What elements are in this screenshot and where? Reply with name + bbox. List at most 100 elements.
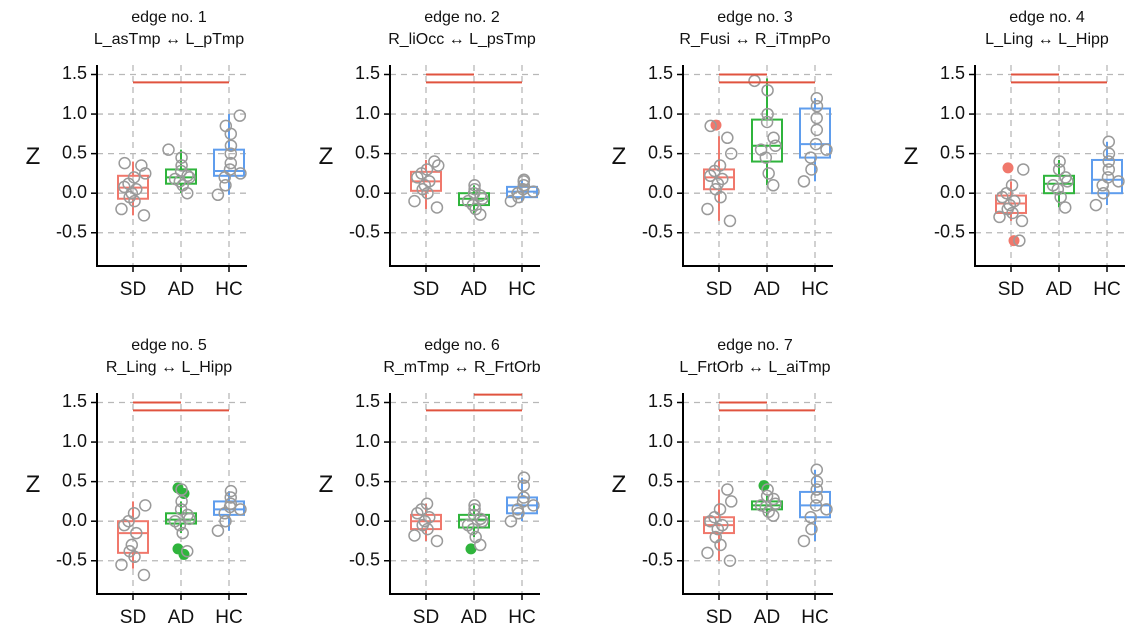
point	[1096, 179, 1109, 192]
y-tick-label: 0.0	[355, 510, 380, 530]
point	[461, 518, 475, 532]
x-tick-label: HC	[801, 279, 828, 300]
point	[810, 99, 824, 113]
point	[1102, 135, 1116, 149]
point	[762, 167, 775, 180]
point	[1015, 214, 1029, 228]
x-tick-label: HC	[508, 607, 535, 628]
point	[175, 151, 188, 164]
y-axis-label: Z	[26, 143, 41, 170]
point	[468, 503, 481, 516]
chart-subtitle: L_FrtOrb ↔ L_aiTmp	[679, 359, 830, 376]
point	[139, 499, 152, 512]
point	[123, 545, 136, 558]
y-axis-label: Z	[612, 471, 627, 498]
point	[805, 522, 818, 536]
point	[704, 119, 717, 133]
y-axis-label: Z	[319, 471, 334, 498]
point	[711, 522, 725, 536]
point	[754, 499, 768, 512]
point	[418, 514, 432, 528]
point	[423, 175, 436, 188]
y-tick-label: 0.0	[62, 510, 87, 530]
point	[233, 109, 247, 122]
point	[1101, 171, 1115, 184]
chart-subtitle: L_asTmp ↔ L_pTmp	[94, 31, 244, 48]
chart-subtitle: R_Ling ↔ L_Hipp	[106, 359, 232, 376]
chart-title: edge no. 6	[424, 337, 500, 354]
point	[1052, 163, 1066, 176]
point	[115, 202, 128, 216]
point	[118, 518, 131, 532]
point	[517, 179, 531, 192]
y-tick-label: 0.0	[648, 182, 673, 202]
y-tick-label: 1.0	[648, 103, 673, 123]
y-tick-label: 0.0	[648, 510, 673, 530]
point	[725, 147, 738, 160]
x-tick-label: SD	[706, 607, 732, 628]
x-tick-label: AD	[168, 607, 194, 628]
point	[175, 495, 188, 508]
chart-subtitle: R_mTmp ↔ R_FrtOrb	[383, 359, 540, 376]
point	[183, 171, 196, 184]
x-tick-label: AD	[754, 607, 780, 628]
point	[127, 507, 141, 520]
point	[723, 214, 737, 228]
x-tick-label: AD	[1046, 279, 1072, 300]
outlier	[1002, 162, 1014, 174]
point	[224, 497, 238, 511]
point	[467, 186, 481, 200]
point	[1059, 171, 1072, 184]
point	[820, 503, 833, 516]
x-tick-label: HC	[801, 607, 828, 628]
point	[224, 127, 238, 141]
y-tick-label: 0.5	[648, 142, 673, 162]
point	[1008, 194, 1021, 208]
point	[797, 534, 811, 548]
y-tick-label: 1.5	[62, 391, 87, 411]
point	[804, 151, 817, 164]
point	[135, 159, 148, 172]
point	[162, 143, 175, 156]
y-tick-label: 1.5	[648, 63, 673, 83]
point	[1046, 179, 1060, 192]
point	[810, 483, 823, 496]
point	[224, 147, 237, 160]
point	[224, 156, 238, 170]
point	[411, 171, 424, 184]
point	[1102, 155, 1115, 168]
point	[420, 497, 434, 511]
point	[723, 554, 737, 568]
point	[504, 514, 518, 528]
box	[799, 107, 831, 159]
y-tick-label: -0.5	[934, 222, 965, 242]
x-tick-label: SD	[120, 607, 146, 628]
chart-title: edge no. 3	[717, 9, 793, 26]
point	[701, 546, 714, 560]
point	[527, 499, 540, 512]
point	[224, 484, 238, 498]
y-tick-label: 1.5	[62, 63, 87, 83]
y-tick-label: 0.0	[355, 182, 380, 202]
chart-title: edge no. 5	[131, 337, 207, 354]
point	[1054, 190, 1067, 204]
point	[219, 514, 232, 528]
x-tick-label: SD	[998, 279, 1024, 300]
x-tick-label: HC	[508, 279, 535, 300]
point	[476, 514, 489, 528]
point	[174, 164, 188, 178]
point	[761, 483, 774, 496]
y-tick-label: 1.0	[355, 431, 380, 451]
box	[117, 520, 149, 554]
point	[767, 131, 780, 145]
point	[810, 475, 824, 488]
point	[1089, 198, 1103, 212]
point	[716, 172, 729, 186]
outlier	[465, 543, 477, 555]
point	[461, 194, 475, 208]
y-tick-label: -0.5	[349, 222, 380, 242]
point	[430, 201, 444, 214]
point	[127, 171, 141, 184]
chart-subtitle: L_Ling ↔ L_Hipp	[985, 31, 1109, 48]
